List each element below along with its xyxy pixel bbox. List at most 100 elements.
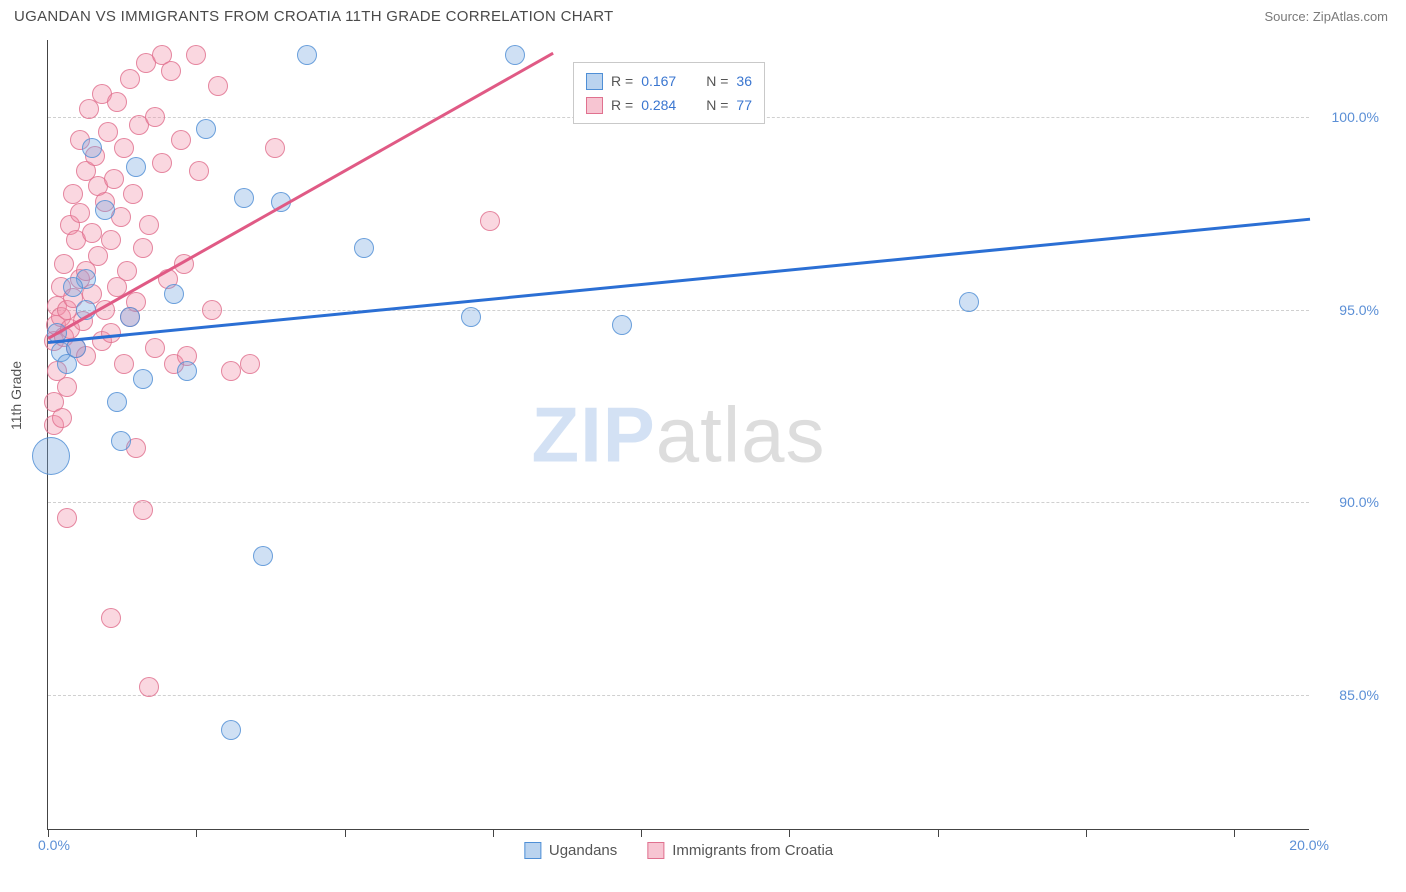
scatter-point	[63, 277, 83, 297]
scatter-point	[120, 69, 140, 89]
chart-title: UGANDAN VS IMMIGRANTS FROM CROATIA 11TH …	[14, 8, 614, 25]
x-tick	[789, 829, 790, 837]
x-tick	[345, 829, 346, 837]
x-tick	[196, 829, 197, 837]
scatter-point	[98, 122, 118, 142]
n-label: N =	[706, 69, 728, 93]
scatter-point	[189, 161, 209, 181]
watermark-light: atlas	[656, 390, 826, 478]
series-legend: Ugandans Immigrants from Croatia	[524, 842, 833, 859]
scatter-point	[63, 184, 83, 204]
scatter-point	[82, 138, 102, 158]
r-value: 0.284	[641, 93, 676, 117]
gridline	[48, 695, 1309, 696]
y-tick-label: 95.0%	[1319, 302, 1379, 318]
scatter-point	[234, 188, 254, 208]
scatter-point	[101, 230, 121, 250]
watermark-bold: ZIP	[531, 390, 655, 478]
n-value: 77	[736, 93, 752, 117]
scatter-point	[117, 261, 137, 281]
x-label-min: 0.0%	[38, 837, 70, 853]
scatter-point	[139, 677, 159, 697]
scatter-point	[57, 377, 77, 397]
scatter-point	[253, 546, 273, 566]
gridline	[48, 502, 1309, 503]
stats-legend-row: R = 0.284 N = 77	[586, 93, 752, 117]
scatter-point	[186, 45, 206, 65]
scatter-point	[505, 45, 525, 65]
scatter-point	[612, 315, 632, 335]
swatch-pink-icon	[586, 97, 603, 114]
scatter-point	[133, 500, 153, 520]
scatter-point	[461, 307, 481, 327]
x-tick	[938, 829, 939, 837]
scatter-point	[240, 354, 260, 374]
scatter-point	[104, 169, 124, 189]
r-label: R =	[611, 93, 633, 117]
scatter-point	[133, 238, 153, 258]
scatter-point	[152, 153, 172, 173]
legend-label-ugandans: Ugandans	[549, 842, 617, 859]
swatch-pink-icon	[647, 842, 664, 859]
n-value: 36	[736, 69, 752, 93]
scatter-point	[196, 119, 216, 139]
gridline	[48, 310, 1309, 311]
scatter-point	[480, 211, 500, 231]
scatter-point	[202, 300, 222, 320]
scatter-point	[57, 508, 77, 528]
scatter-point	[139, 215, 159, 235]
scatter-point	[161, 61, 181, 81]
scatter-point	[126, 157, 146, 177]
legend-item-croatia: Immigrants from Croatia	[647, 842, 833, 859]
scatter-point	[221, 361, 241, 381]
y-axis-title: 11th Grade	[8, 361, 24, 430]
scatter-point	[101, 608, 121, 628]
scatter-point	[208, 76, 228, 96]
scatter-point	[123, 184, 143, 204]
chart-header: UGANDAN VS IMMIGRANTS FROM CROATIA 11TH …	[0, 0, 1406, 31]
swatch-blue-icon	[586, 73, 603, 90]
scatter-point	[177, 361, 197, 381]
scatter-point	[145, 338, 165, 358]
watermark: ZIPatlas	[531, 389, 825, 480]
scatter-point	[101, 323, 121, 343]
scatter-point	[354, 238, 374, 258]
legend-item-ugandans: Ugandans	[524, 842, 617, 859]
n-label: N =	[706, 93, 728, 117]
scatter-point	[164, 284, 184, 304]
scatter-point	[265, 138, 285, 158]
scatter-point	[114, 354, 134, 374]
x-tick	[1234, 829, 1235, 837]
scatter-point	[171, 130, 191, 150]
legend-label-croatia: Immigrants from Croatia	[672, 842, 833, 859]
scatter-point	[70, 203, 90, 223]
scatter-point	[145, 107, 165, 127]
stats-legend-row: R = 0.167 N = 36	[586, 69, 752, 93]
y-tick-label: 90.0%	[1319, 494, 1379, 510]
r-label: R =	[611, 69, 633, 93]
r-value: 0.167	[641, 69, 676, 93]
scatter-point	[82, 223, 102, 243]
y-tick-label: 100.0%	[1319, 109, 1379, 125]
scatter-point	[107, 392, 127, 412]
chart-source: Source: ZipAtlas.com	[1264, 9, 1388, 24]
scatter-point	[95, 200, 115, 220]
x-tick	[48, 829, 49, 837]
x-label-max: 20.0%	[1289, 837, 1329, 853]
scatter-point	[32, 437, 70, 475]
trend-line	[48, 217, 1310, 343]
stats-legend: R = 0.167 N = 36 R = 0.284 N = 77	[573, 62, 765, 124]
scatter-point	[120, 307, 140, 327]
swatch-blue-icon	[524, 842, 541, 859]
scatter-point	[221, 720, 241, 740]
scatter-point	[297, 45, 317, 65]
y-tick-label: 85.0%	[1319, 687, 1379, 703]
scatter-point	[111, 431, 131, 451]
x-tick	[1086, 829, 1087, 837]
x-tick	[641, 829, 642, 837]
scatter-point	[54, 254, 74, 274]
chart-plot-area: ZIPatlas R = 0.167N = 36R = 0.284N = 77 …	[47, 40, 1309, 830]
scatter-point	[114, 138, 134, 158]
scatter-point	[107, 92, 127, 112]
scatter-point	[959, 292, 979, 312]
